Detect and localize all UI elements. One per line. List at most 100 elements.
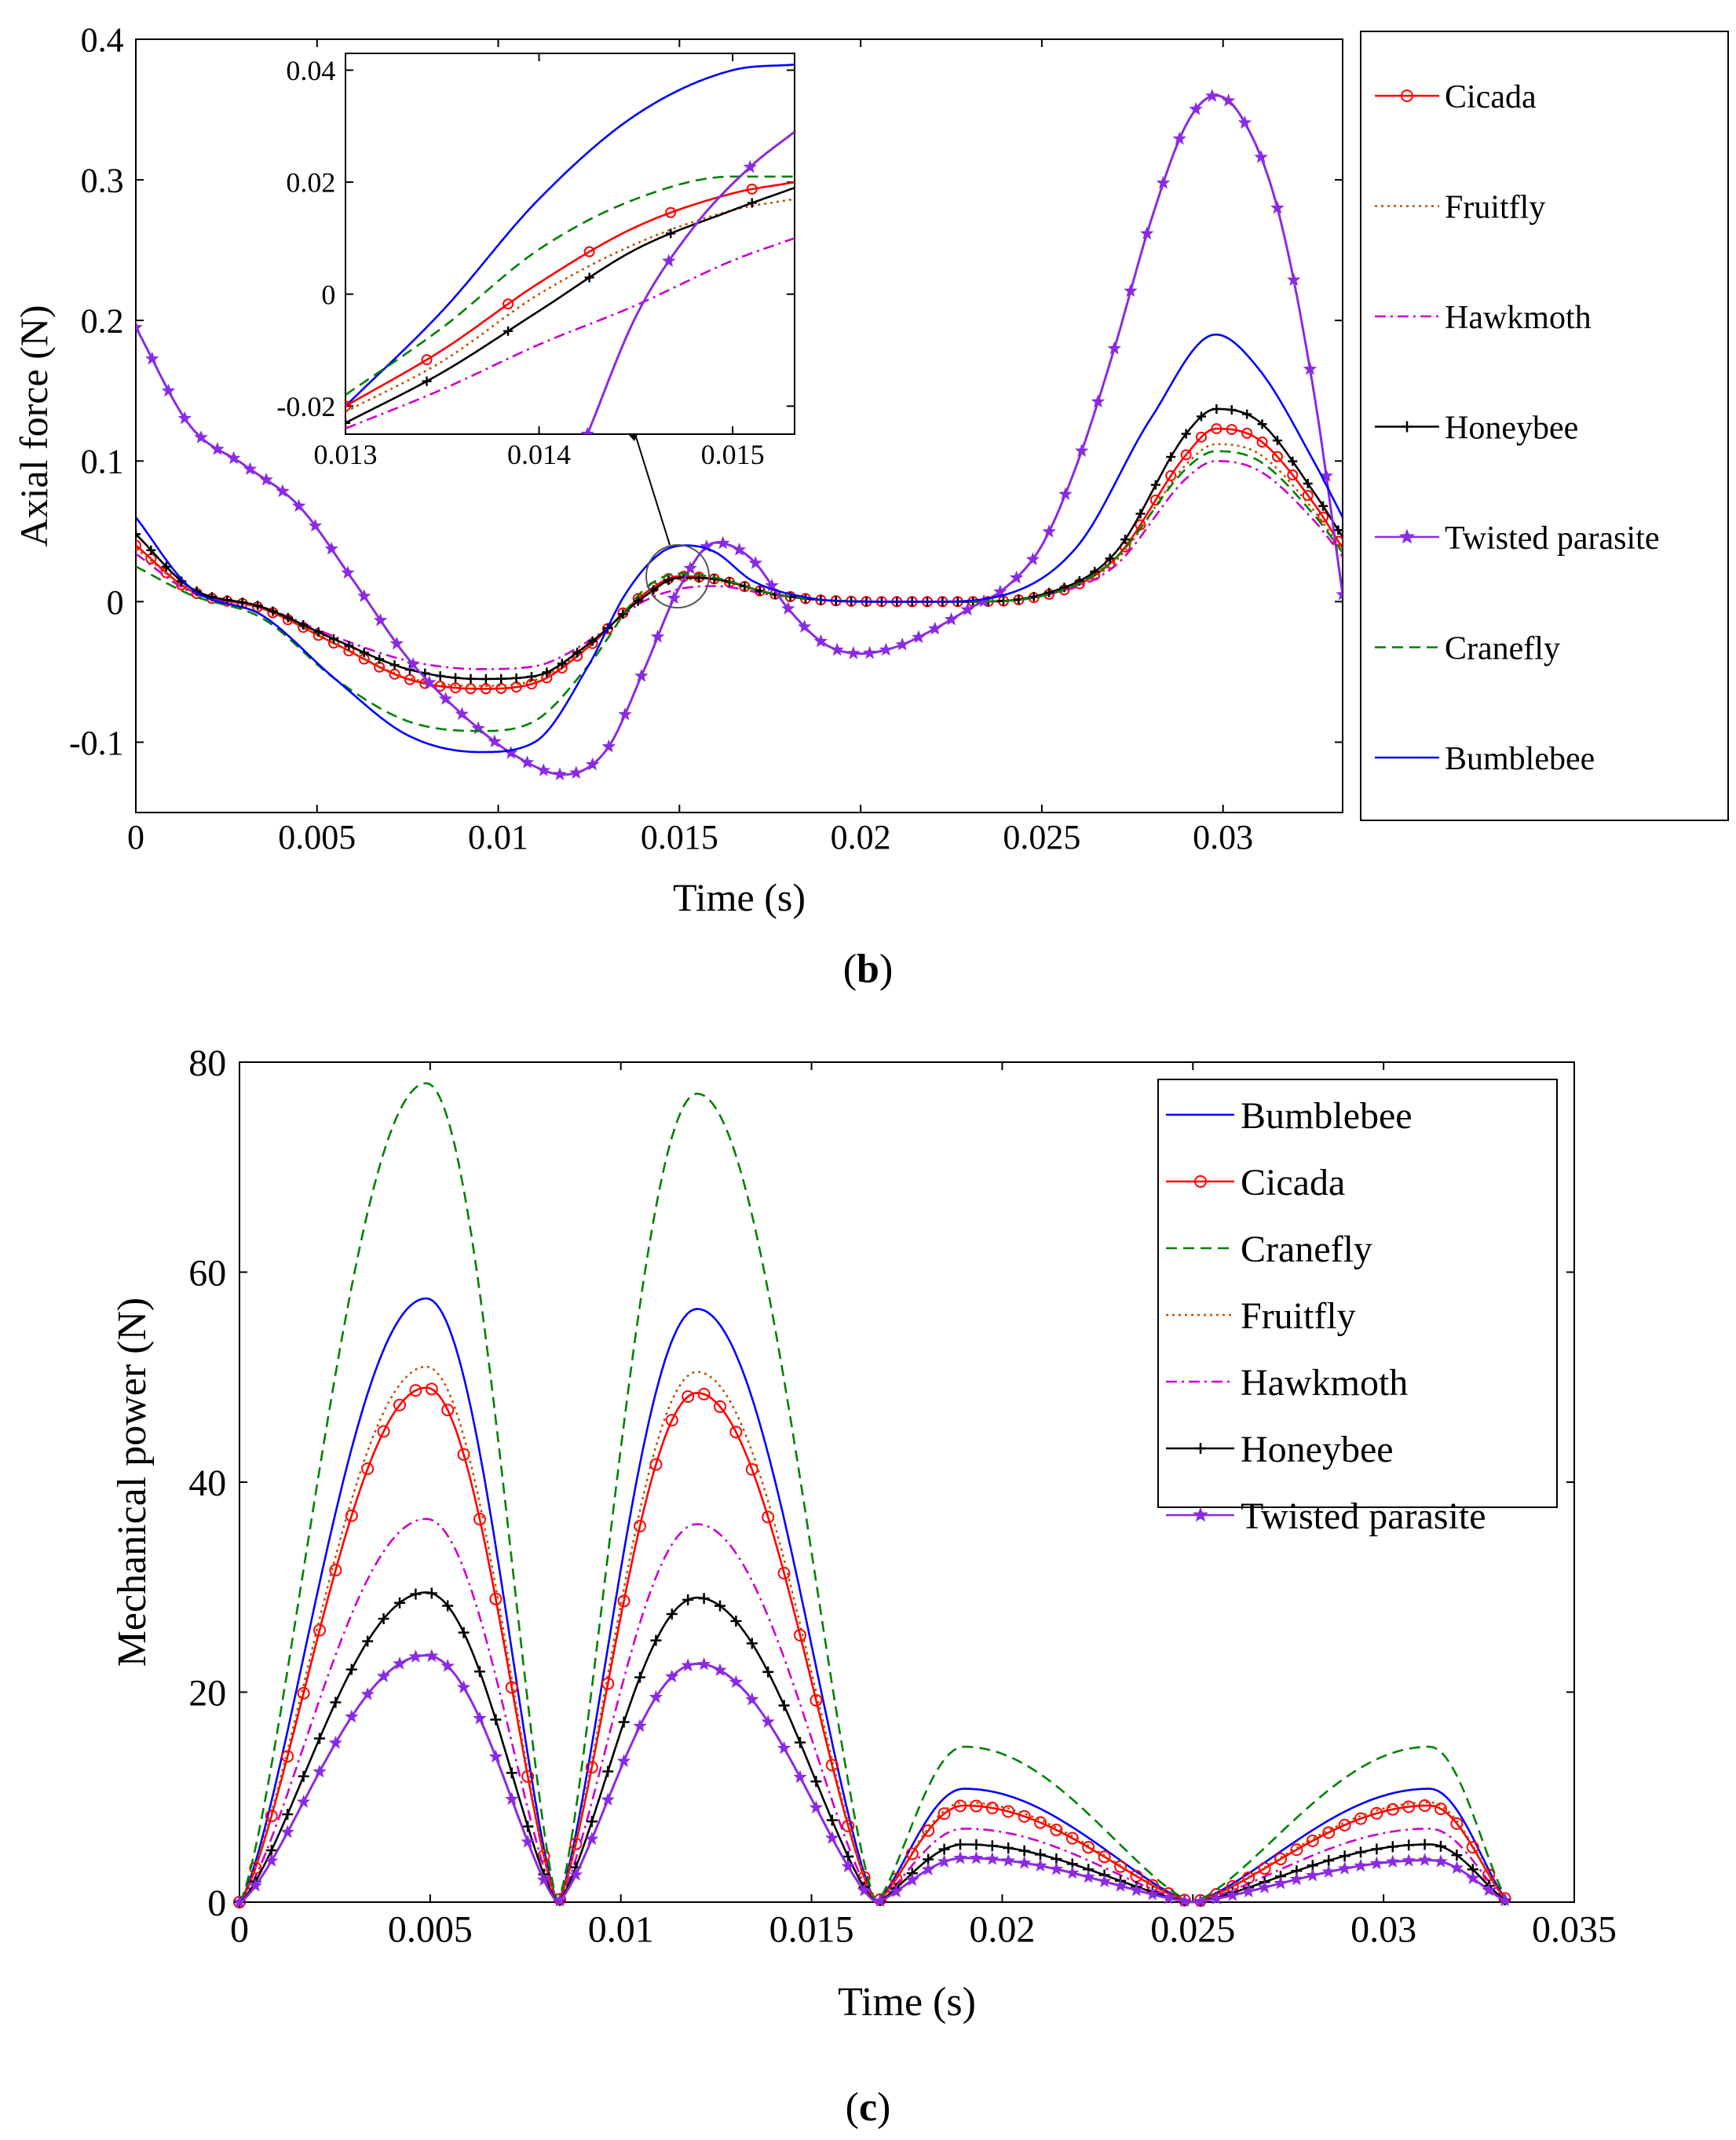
c-marker-twisted-parasite bbox=[1177, 1893, 1192, 1908]
c-marker-twisted-parasite bbox=[601, 1792, 615, 1806]
c-marker-honeybee bbox=[1403, 1839, 1415, 1851]
b-marker-twisted-parasite bbox=[1156, 175, 1171, 189]
b-y-tick-label: 0.4 bbox=[81, 20, 124, 59]
b-inset-y-tick-label: 0.02 bbox=[286, 167, 335, 199]
b-marker-honeybee bbox=[344, 641, 354, 651]
b-x-axis-label: Time (s) bbox=[673, 875, 806, 919]
c-legend-label-twisted-parasite: Twisted parasite bbox=[1241, 1495, 1486, 1537]
c-marker-honeybee bbox=[1387, 1841, 1398, 1853]
b-marker-honeybee bbox=[1288, 456, 1298, 466]
b-marker-twisted-parasite bbox=[1254, 150, 1268, 163]
c-marker-cicada bbox=[777, 1566, 791, 1579]
b-marker-twisted-parasite bbox=[1058, 487, 1073, 501]
b-marker-honeybee bbox=[435, 671, 445, 681]
c-marker-twisted-parasite bbox=[841, 1859, 855, 1873]
c-marker-twisted-parasite bbox=[969, 1850, 984, 1864]
c-marker-cicada bbox=[1354, 1812, 1367, 1825]
c-marker-twisted-parasite bbox=[1354, 1858, 1368, 1872]
c-marker-honeybee bbox=[314, 1733, 325, 1744]
c-marker-twisted-parasite bbox=[425, 1649, 439, 1663]
c-marker-twisted-parasite bbox=[1226, 1888, 1240, 1901]
c-legend-marker-honeybee bbox=[1195, 1443, 1206, 1454]
b-marker-twisted-parasite bbox=[781, 601, 795, 615]
b-marker-twisted-parasite bbox=[226, 451, 241, 465]
c-marker-cicada bbox=[1434, 1802, 1447, 1816]
b-marker-honeybee bbox=[283, 612, 293, 623]
b-marker-honeybee bbox=[633, 596, 643, 606]
c-marker-cicada bbox=[329, 1564, 342, 1577]
c-marker-honeybee bbox=[442, 1600, 454, 1612]
b-inset-marker-cicada bbox=[421, 354, 433, 366]
c-marker-twisted-parasite bbox=[857, 1883, 872, 1897]
c-marker-twisted-parasite bbox=[985, 1851, 1000, 1865]
c-marker-cicada bbox=[1338, 1818, 1351, 1831]
b-marker-twisted-parasite bbox=[357, 589, 371, 602]
b-inset-x-tick-label: 0.015 bbox=[701, 439, 765, 470]
c-marker-honeybee bbox=[970, 1839, 982, 1850]
c-marker-twisted-parasite bbox=[360, 1687, 375, 1700]
b-marker-twisted-parasite bbox=[1107, 341, 1121, 355]
c-marker-twisted-parasite bbox=[1417, 1853, 1432, 1866]
c-marker-honeybee bbox=[1018, 1845, 1030, 1857]
c-marker-cicada bbox=[1082, 1841, 1095, 1854]
c-marker-twisted-parasite bbox=[1337, 1861, 1352, 1875]
b-inset-y-tick-label: 0 bbox=[321, 279, 335, 310]
c-marker-cicada bbox=[585, 1761, 598, 1774]
c-x-tick-label: 0.015 bbox=[769, 1908, 854, 1950]
c-marker-cicada bbox=[954, 1799, 967, 1813]
b-marker-twisted-parasite bbox=[1205, 88, 1219, 102]
c-marker-twisted-parasite bbox=[825, 1831, 839, 1844]
c-x-tick-label: 0.005 bbox=[388, 1908, 473, 1950]
c-marker-twisted-parasite bbox=[296, 1795, 311, 1808]
c-marker-cicada bbox=[649, 1458, 663, 1471]
c-legend-marker-twisted-parasite bbox=[1192, 1506, 1209, 1522]
c-marker-cicada bbox=[1018, 1810, 1031, 1823]
b-inset-marker-cicada bbox=[665, 206, 677, 218]
c-marker-twisted-parasite bbox=[921, 1862, 935, 1875]
c-series-line-twisted-parasite bbox=[239, 1654, 1510, 1904]
c-marker-cicada bbox=[810, 1693, 823, 1707]
b-marker-twisted-parasite bbox=[1286, 272, 1301, 287]
c-marker-twisted-parasite bbox=[713, 1663, 727, 1677]
c-marker-honeybee bbox=[730, 1615, 742, 1627]
b-marker-honeybee bbox=[298, 619, 309, 630]
c-marker-cicada bbox=[970, 1799, 983, 1813]
c-marker-twisted-parasite bbox=[649, 1689, 663, 1704]
c-legend: Bumblebee Cicada Cranefly Fruitfly Hawkmoth H… bbox=[1157, 1079, 1558, 1537]
c-marker-honeybee bbox=[602, 1766, 614, 1777]
b-inset-series-line-honeybee bbox=[345, 186, 795, 424]
c-marker-twisted-parasite bbox=[1306, 1868, 1320, 1882]
c-marker-honeybee bbox=[955, 1839, 966, 1850]
c-marker-cicada bbox=[762, 1510, 775, 1524]
c-marker-cicada bbox=[1386, 1802, 1399, 1816]
b-zoom-circle bbox=[645, 544, 711, 609]
c-x-tick-label: 0 bbox=[230, 1908, 249, 1950]
c-marker-cicada bbox=[393, 1398, 406, 1411]
c-marker-honeybee bbox=[634, 1671, 645, 1683]
b-inset-marker-honeybee bbox=[345, 418, 350, 428]
c-marker-honeybee bbox=[1323, 1854, 1335, 1866]
c-marker-cicada bbox=[1098, 1850, 1111, 1864]
b-legend-label-bumblebee: Bumblebee bbox=[1445, 741, 1595, 777]
c-marker-honeybee bbox=[1451, 1850, 1463, 1861]
b-marker-twisted-parasite bbox=[243, 462, 258, 476]
c-series-line-fruitfly bbox=[238, 1365, 1511, 1904]
b-inset-x-tick-label: 0.013 bbox=[314, 439, 378, 470]
b-marker-twisted-parasite bbox=[1172, 131, 1187, 145]
c-marker-cicada bbox=[1450, 1817, 1464, 1830]
c-marker-cicada bbox=[313, 1623, 326, 1637]
b-marker-honeybee bbox=[268, 606, 278, 616]
b-marker-twisted-parasite bbox=[1303, 361, 1318, 375]
c-marker-cicada bbox=[361, 1463, 375, 1476]
c-marker-twisted-parasite bbox=[729, 1674, 744, 1689]
b-marker-twisted-parasite bbox=[308, 518, 323, 532]
b-x-tick-label: 0.01 bbox=[468, 818, 528, 856]
c-marker-honeybee bbox=[618, 1716, 630, 1728]
c-marker-honeybee bbox=[1419, 1839, 1431, 1850]
b-marker-honeybee bbox=[1105, 553, 1115, 564]
c-marker-cicada bbox=[1402, 1800, 1416, 1813]
b-legend-label-fruitfly: Fruitfly bbox=[1445, 190, 1545, 226]
b-marker-honeybee bbox=[451, 673, 461, 683]
c-marker-honeybee bbox=[345, 1663, 357, 1675]
